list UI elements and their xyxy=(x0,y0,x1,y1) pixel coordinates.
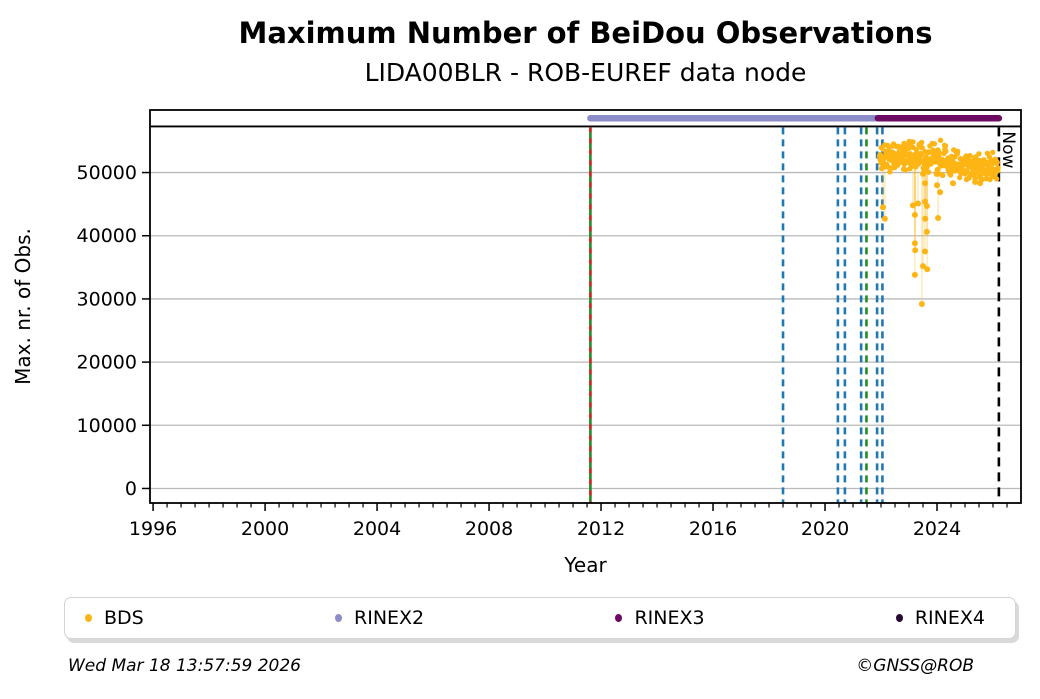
scatter-point xyxy=(976,151,982,157)
scatter-outlier-point xyxy=(880,204,886,211)
scatter-point xyxy=(942,143,949,149)
legend-label: RINEX2 xyxy=(354,607,425,629)
scatter-point xyxy=(943,148,949,154)
scatter-point xyxy=(887,169,893,175)
scatter-outlier-point xyxy=(950,180,956,187)
scatter-point xyxy=(937,137,944,143)
legend-label: RINEX3 xyxy=(634,607,705,629)
chart-subtitle: LIDA00BLR - ROB-EUREF data node xyxy=(364,58,807,87)
scatter-outlier-point xyxy=(911,271,918,278)
legend-marker-icon xyxy=(85,614,92,622)
scatter-outlier-point xyxy=(922,215,929,222)
scatter-outlier-point xyxy=(911,211,918,218)
legend-item-bds: BDS xyxy=(85,607,144,629)
y-tick-label: 40000 xyxy=(77,225,137,247)
scatter-point xyxy=(955,148,961,155)
scatter-outlier-point xyxy=(922,248,928,255)
scatter-point xyxy=(967,152,973,159)
y-tick-label: 30000 xyxy=(77,288,137,310)
scatter-point xyxy=(910,139,916,145)
scatter-point xyxy=(931,141,938,147)
scatter-point xyxy=(918,152,925,158)
x-tick-label: 2016 xyxy=(689,518,737,540)
scatter-point xyxy=(966,175,972,181)
scatter-outlier-point xyxy=(923,203,930,209)
legend-item-rinex4: RINEX4 xyxy=(895,607,985,629)
scatter-point xyxy=(919,145,925,151)
y-tick-label: 10000 xyxy=(77,415,137,437)
bds-scatter-points xyxy=(876,137,1001,307)
now-label: Now xyxy=(998,131,1018,168)
scatter-outlier-point xyxy=(911,240,918,247)
scatter-point xyxy=(925,169,932,175)
scatter-outlier-point xyxy=(922,180,928,187)
scatter-point xyxy=(990,149,996,156)
x-tick-label: 2008 xyxy=(465,518,513,540)
plot-border xyxy=(149,109,1022,504)
timestamp-text: Wed Mar 18 13:57:59 2026 xyxy=(68,656,301,676)
scatter-outlier-point xyxy=(912,247,919,254)
scatter-point xyxy=(940,172,946,179)
credit-text: ©GNSS@ROB xyxy=(856,656,974,676)
scatter-outlier-point xyxy=(972,179,979,185)
chart-title: Maximum Number of BeiDou Observations xyxy=(238,16,933,50)
y-axis-label: Max. nr. of Obs. xyxy=(11,228,35,385)
scatter-outlier-point xyxy=(909,202,916,209)
scatter-outlier-point xyxy=(935,215,942,221)
scatter-point xyxy=(936,149,942,156)
x-tick-label: 2020 xyxy=(801,518,849,540)
scatter-outlier-point xyxy=(923,228,930,235)
legend-marker-icon xyxy=(895,614,903,622)
legend-label: RINEX4 xyxy=(914,607,985,629)
scatter-point xyxy=(947,172,954,178)
legend-label: BDS xyxy=(104,607,144,629)
scatter-outlier-point xyxy=(918,301,925,307)
x-tick-label: 2012 xyxy=(577,518,625,540)
x-tick-label: 2004 xyxy=(353,518,401,540)
chart-plot-area: Now 1996 2000 2004 2008 2012 2016 2020 2024 0 1000… xyxy=(11,109,1022,577)
scatter-point xyxy=(885,164,892,170)
y-tick-label: 20000 xyxy=(77,352,137,374)
legend-item-rinex2: RINEX2 xyxy=(335,607,424,629)
scatter-point xyxy=(993,176,1000,182)
x-axis-label: Year xyxy=(563,553,607,577)
scatter-outlier-point xyxy=(934,182,940,189)
legend-box: BDS RINEX2 RINEX3 RINEX4 xyxy=(64,597,1016,639)
scatter-outlier-point xyxy=(881,215,888,222)
scatter-point xyxy=(988,162,994,168)
scatter-point xyxy=(918,139,925,146)
y-tick-label: 50000 xyxy=(77,162,137,184)
x-tick-label: 2024 xyxy=(913,518,961,540)
scatter-point xyxy=(995,165,1001,171)
scatter-outlier-point xyxy=(977,180,984,187)
x-tick-label: 1996 xyxy=(129,518,177,540)
y-tick-label: 0 xyxy=(125,478,137,500)
scatter-point xyxy=(994,159,1000,165)
scatter-point xyxy=(902,167,909,173)
legend-item-rinex3: RINEX3 xyxy=(615,607,705,629)
scatter-outlier-point xyxy=(924,266,931,273)
legend-marker-icon xyxy=(615,614,623,622)
legend-marker-icon xyxy=(335,614,343,622)
scatter-outlier-point xyxy=(937,189,944,196)
scatter-point xyxy=(957,174,963,181)
scatter-point xyxy=(935,166,941,173)
scatter-outlier-point xyxy=(920,263,926,270)
scatter-outlier-point xyxy=(915,200,921,207)
x-tick-label: 2000 xyxy=(241,518,289,540)
